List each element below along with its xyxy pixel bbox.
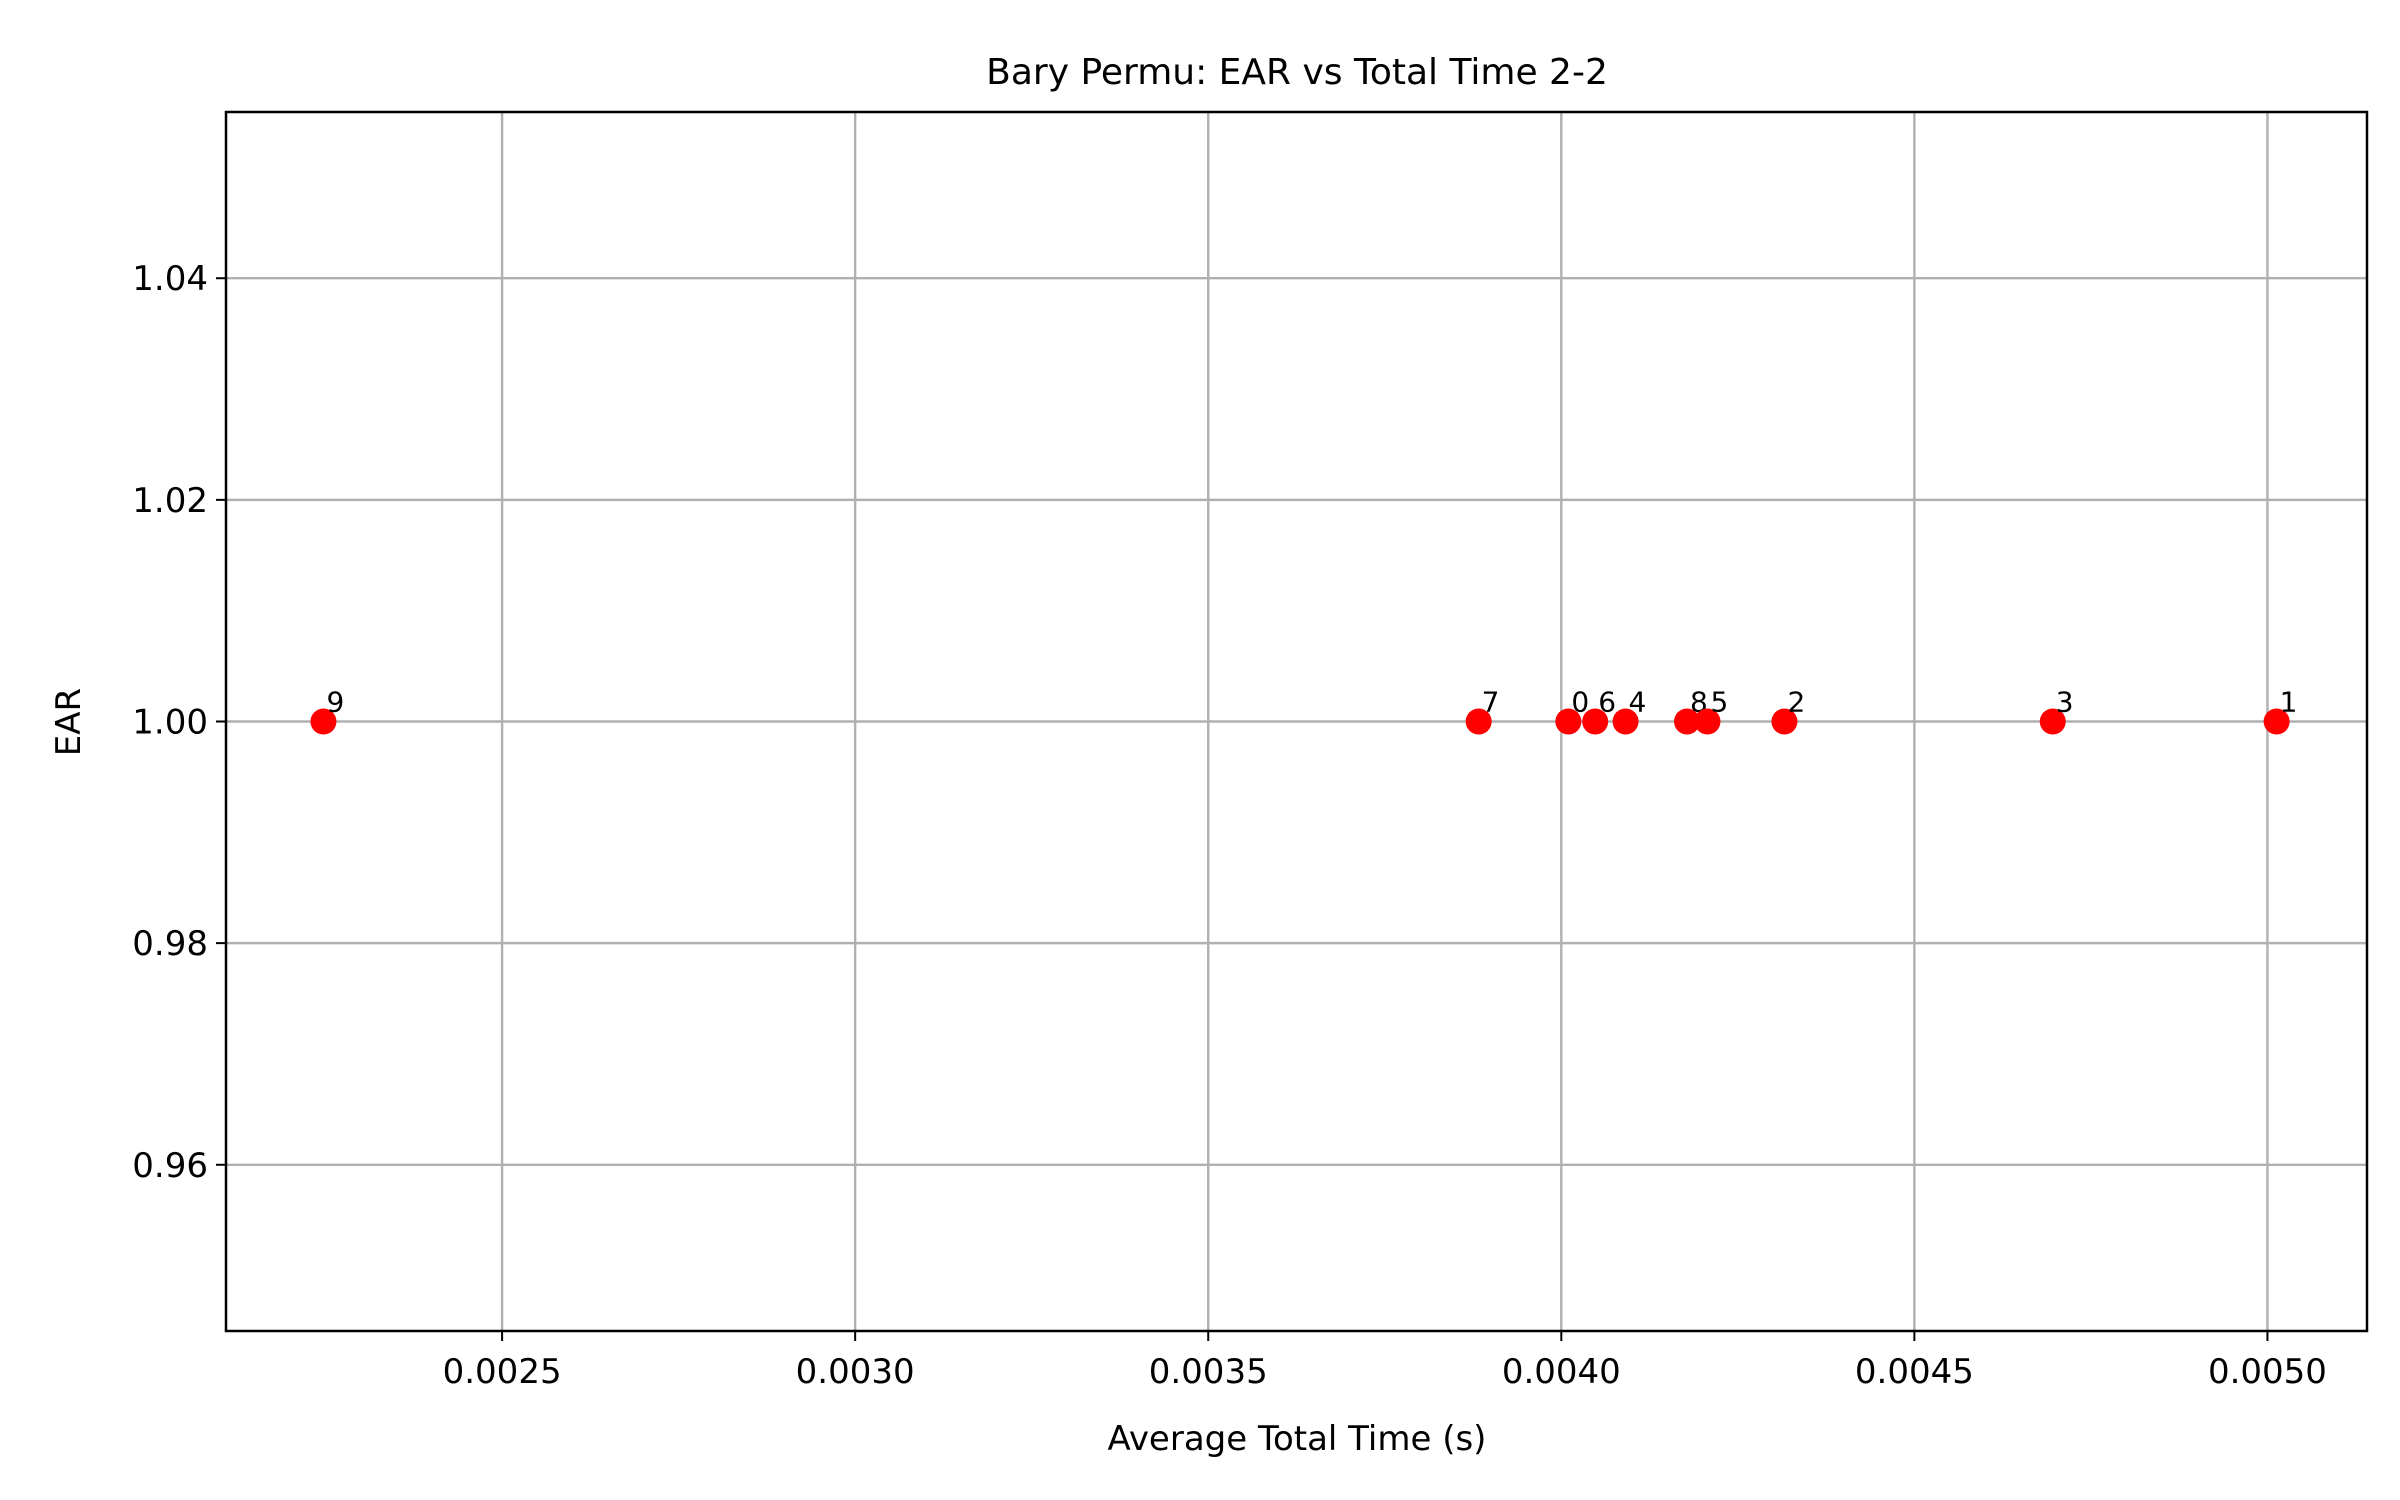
data-point xyxy=(1465,708,1492,735)
chart-title: Bary Permu: EAR vs Total Time 2-2 xyxy=(986,52,1608,93)
data-point-label: 2 xyxy=(1787,686,1805,719)
data-point xyxy=(2039,708,2066,735)
data-point xyxy=(1555,708,1582,735)
data-point-label: 9 xyxy=(326,686,344,719)
x-tick-label: 0.0025 xyxy=(443,1352,562,1392)
data-point xyxy=(2263,708,2290,735)
x-tick-label: 0.0040 xyxy=(1502,1352,1621,1392)
data-point-label: 4 xyxy=(1629,686,1647,719)
x-tick-label: 0.0035 xyxy=(1149,1352,1268,1392)
data-point-label: 0 xyxy=(1571,686,1589,719)
data-point-label: 6 xyxy=(1598,686,1616,719)
y-axis-ticks: 0.96 0.98 1.00 1.02 1.04 xyxy=(132,259,226,1186)
x-tick-label: 0.0050 xyxy=(2208,1352,2327,1392)
data-point xyxy=(1612,708,1639,735)
x-tick-label: 0.0045 xyxy=(1855,1352,1974,1392)
y-tick-label: 0.98 xyxy=(132,924,208,964)
x-axis-ticks: 0.0025 0.0030 0.0035 0.0040 0.0045 0.0050 xyxy=(443,1331,2327,1392)
data-point-label: 7 xyxy=(1482,686,1500,719)
x-tick-label: 0.0030 xyxy=(796,1352,915,1392)
data-point xyxy=(1694,708,1721,735)
data-point xyxy=(1771,708,1798,735)
data-point xyxy=(310,708,337,735)
data-point-label: 1 xyxy=(2280,686,2298,719)
x-axis-label: Average Total Time (s) xyxy=(1108,1419,1487,1459)
data-point xyxy=(1582,708,1609,735)
y-tick-label: 1.02 xyxy=(132,481,208,521)
data-point-label: 5 xyxy=(1710,686,1728,719)
y-tick-label: 1.04 xyxy=(132,259,208,299)
y-tick-label: 1.00 xyxy=(132,703,208,743)
y-tick-label: 0.96 xyxy=(132,1146,208,1186)
data-point-label: 3 xyxy=(2056,686,2074,719)
y-axis-label: EAR xyxy=(49,688,89,756)
data-point xyxy=(1673,708,1700,735)
